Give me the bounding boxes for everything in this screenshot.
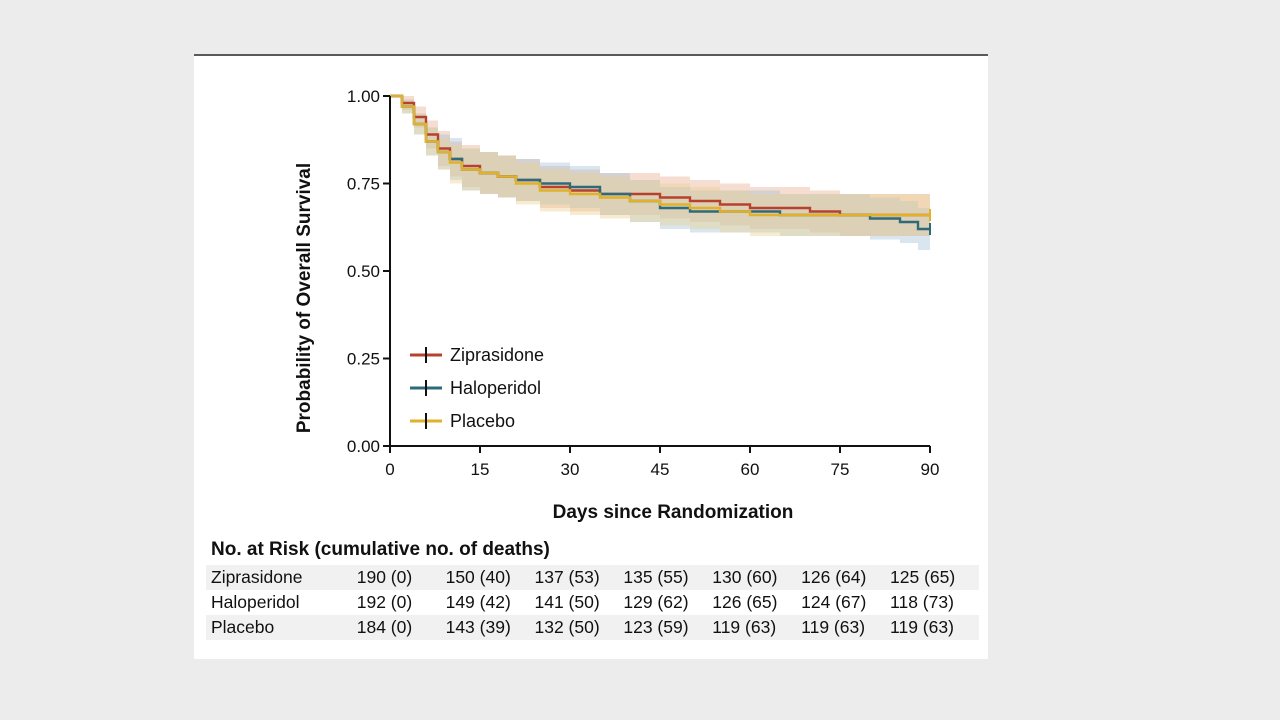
risk-cell: 137 (53) (534, 565, 624, 590)
y-tick-label: 0.25 (347, 350, 380, 369)
x-tick-label: 75 (831, 460, 850, 479)
series-line-ziprasidone (390, 94, 930, 217)
legend-label: Ziprasidone (450, 345, 544, 365)
y-tick-label: 1.00 (347, 87, 380, 106)
risk-cell: 192 (0) (356, 592, 413, 612)
risk-table-title: No. at Risk (cumulative no. of deaths) (211, 539, 550, 560)
risk-table: Ziprasidone 190 (0) 150 (40) 137 (53) 135 (5… (206, 565, 979, 640)
y-axis-label: Probability of Overall Survival (294, 163, 315, 433)
km-survival-chart: 0.00 0.25 0.50 0.75 1.00 0 15 30 45 60 75 90 Zipras… (294, 87, 940, 523)
series-line-placebo (390, 94, 930, 217)
y-tick-label: 0.00 (347, 437, 380, 456)
legend-label: Placebo (450, 411, 515, 431)
risk-row-haloperidol: Haloperidol 192 (0) 149 (42) 141 (50) 129 (6… (206, 590, 979, 615)
y-tick-label: 0.75 (347, 175, 380, 194)
risk-cell: 150 (40) (445, 565, 535, 590)
risk-cell: 119 (63) (801, 615, 891, 640)
risk-cell: 130 (60) (712, 565, 802, 590)
risk-cell: 135 (55) (623, 565, 713, 590)
x-tick-label: 90 (921, 460, 940, 479)
x-tick-label: 60 (741, 460, 760, 479)
risk-row-placebo: Placebo 184 (0) 143 (39) 132 (50) 123 (59) 11… (206, 615, 979, 640)
risk-cell: 184 (0) (356, 615, 446, 640)
legend-item-ziprasidone: Ziprasidone (410, 345, 544, 365)
legend-item-haloperidol: Haloperidol (410, 378, 541, 398)
risk-cell: 124 (67) (801, 592, 867, 612)
ci-band-ziprasidone (390, 96, 930, 236)
risk-cell: 143 (39) (445, 615, 535, 640)
risk-cell: 149 (42) (445, 592, 511, 612)
x-tick-label: 0 (385, 460, 394, 479)
legend-item-placebo: Placebo (410, 411, 515, 431)
risk-cell: 126 (65) (712, 592, 778, 612)
risk-cell: 132 (50) (534, 615, 624, 640)
risk-cell: 123 (59) (623, 615, 713, 640)
risk-cell: 190 (0) (356, 565, 446, 590)
risk-row-label: Haloperidol (211, 592, 300, 612)
figure-panel: 0.00 0.25 0.50 0.75 1.00 0 15 30 45 60 75 90 Zipras… (194, 54, 988, 659)
risk-cell: 126 (64) (801, 565, 891, 590)
risk-row-ziprasidone: Ziprasidone 190 (0) 150 (40) 137 (53) 135 (5… (206, 565, 979, 590)
legend-label: Haloperidol (450, 378, 541, 398)
risk-row-label: Placebo (206, 615, 357, 640)
x-tick-label: 15 (471, 460, 490, 479)
risk-cell: 141 (50) (534, 592, 600, 612)
ci-band-placebo (390, 96, 930, 236)
risk-cell: 125 (65) (890, 565, 979, 590)
risk-row-label: Ziprasidone (206, 565, 357, 590)
risk-cell: 129 (62) (623, 592, 689, 612)
ci-band-haloperidol (390, 96, 930, 250)
risk-cell: 119 (63) (890, 615, 979, 640)
y-tick-label: 0.50 (347, 262, 380, 281)
risk-cell: 118 (73) (890, 592, 954, 612)
x-axis-label: Days since Randomization (553, 502, 794, 523)
risk-cell: 119 (63) (712, 615, 802, 640)
x-tick-label: 45 (651, 460, 670, 479)
x-tick-label: 30 (561, 460, 580, 479)
